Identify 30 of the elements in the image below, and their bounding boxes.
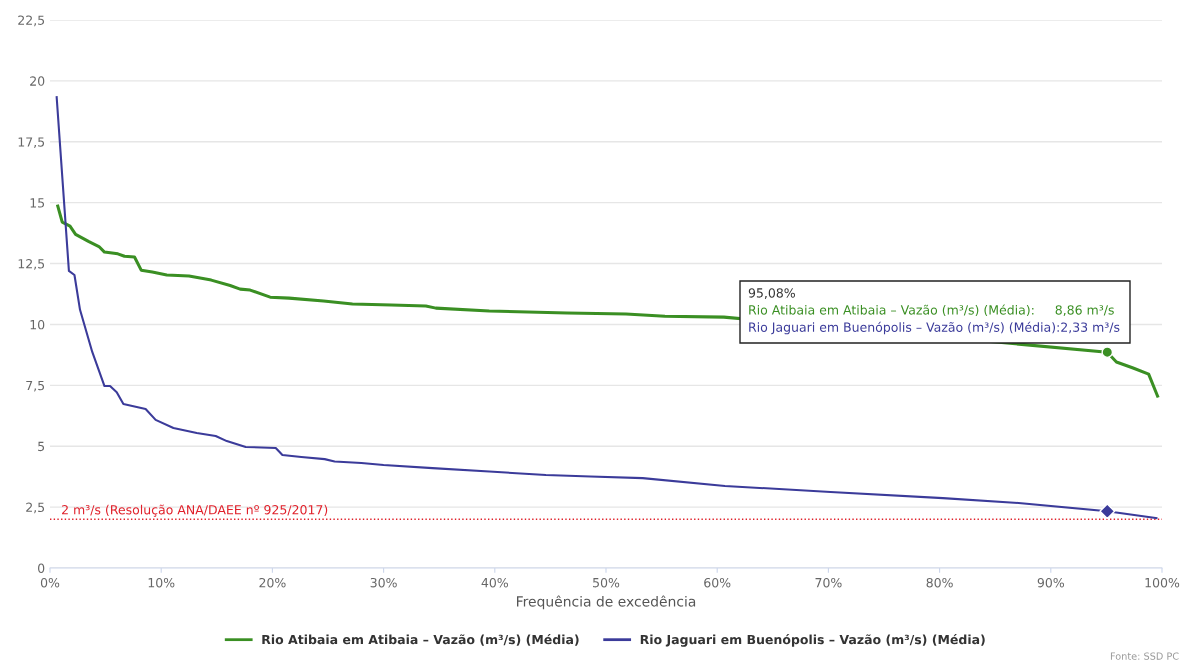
source-note: Fonte: SSD PC: [1110, 652, 1179, 660]
annotation: Rio Atibaia em Atibaia – Vazão (m³/s) (Média): 8,86 m³/s: [749, 304, 1114, 317]
ref-line-label: 2 m³/s (Resolução ANA/DAEE nº 925/2017): [62, 504, 328, 517]
x-tick-label: 60%: [704, 577, 731, 588]
y-tick-label: 10: [30, 319, 45, 330]
y-tick-label: 7,5: [26, 380, 45, 392]
y-tick-label: 5: [38, 441, 45, 452]
legend-label: Rio Atibaia em Atibaia – Vazão (m³/s) (Média): [262, 634, 579, 646]
y-tick-label: 22,5: [18, 15, 45, 27]
legend-label: Rio Jaguari em Buenópolis – Vazão (m³/s) (Média): [640, 634, 985, 647]
y-tick-label: 2,5: [26, 502, 45, 514]
line-series: [55, 96, 1158, 520]
y-tick-label: 12,5: [18, 259, 45, 270]
x-tick-label: 70%: [815, 577, 842, 588]
x-tick-label: 40%: [481, 577, 508, 588]
x-tick-label: 30%: [370, 577, 397, 588]
y-tick-label: 17,5: [18, 137, 45, 148]
x-tick-label: 100%: [1145, 577, 1180, 588]
x-tick-label: 20%: [259, 577, 286, 588]
x-axis-title: Frequência de excedência: [517, 595, 696, 610]
y-tick-label: 0: [38, 563, 45, 573]
annotation: 95,08%: [748, 288, 795, 299]
x-tick-label: 50%: [593, 577, 620, 588]
x-tick-label: 10%: [148, 577, 175, 588]
x-tick-label: 80%: [926, 577, 953, 588]
x-tick-label: 90%: [1037, 577, 1064, 588]
y-tick-label: 20: [30, 76, 45, 86]
x-tick-label: 0%: [40, 577, 60, 588]
annotation: Rio Jaguari em Buenópolis – Vazão (m³/s) (Média):2,33 m³/s: [749, 321, 1120, 335]
y-tick-label: 15: [30, 198, 45, 208]
